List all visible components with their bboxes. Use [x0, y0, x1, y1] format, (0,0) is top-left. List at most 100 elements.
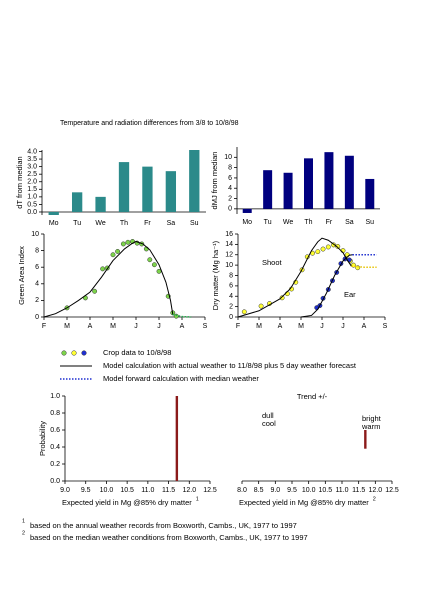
y-tick-label: 6 — [229, 283, 233, 290]
bar — [242, 208, 252, 213]
y-tick-label: 3.5 — [27, 156, 37, 163]
y-tick-label: 1.0 — [50, 393, 60, 400]
legend-symbol — [71, 350, 77, 356]
bar — [365, 178, 375, 209]
y-tick-label: 6 — [228, 175, 232, 182]
data-point — [173, 313, 179, 319]
x-tick-label: 8.5 — [254, 487, 264, 494]
bar — [324, 152, 334, 209]
y-tick-label: 8 — [35, 247, 39, 254]
y-axis-label: Dry matter (Mg ha⁻¹) — [211, 240, 220, 310]
x-tick-label: 10.0 — [100, 487, 114, 494]
x-tick-label: 11.0 — [141, 487, 154, 494]
y-axis-label: Probability — [38, 421, 47, 456]
bar — [165, 171, 177, 212]
y-tick-label: 10 — [31, 231, 39, 238]
y-tick-label: 8 — [229, 272, 233, 279]
x-tick-label: A — [278, 323, 283, 330]
median-line — [172, 313, 192, 318]
y-tick-label: 2.0 — [27, 179, 37, 186]
bar — [263, 170, 273, 209]
bar — [189, 150, 200, 212]
data-point — [151, 262, 157, 268]
y-tick-label: 6 — [35, 264, 39, 271]
x-tick-label: M — [298, 323, 304, 330]
x-tick-label: F — [236, 323, 240, 330]
data-point — [100, 266, 106, 272]
y-tick-label: 0 — [228, 206, 232, 213]
y-tick-label: 0.6 — [50, 427, 60, 434]
x-tick-label: Mo — [49, 220, 59, 227]
y-tick-label: 1.0 — [27, 194, 37, 201]
data-point — [147, 257, 153, 263]
x-tick-label: Sa — [167, 220, 176, 227]
y-tick-label: 4 — [35, 281, 39, 288]
x-tick-label: 12.0 — [369, 487, 383, 494]
x-tick-label: M — [110, 323, 116, 330]
data-point — [125, 239, 131, 245]
annotation: Shoot — [262, 258, 283, 267]
data-point — [115, 248, 121, 254]
y-tick-label: 10 — [225, 262, 233, 269]
x-axis-label-note: 1 — [196, 496, 199, 502]
footnote-mark: 1 — [22, 518, 25, 524]
x-tick-label: F — [42, 323, 46, 330]
y-tick-label: 2.5 — [27, 171, 37, 178]
x-tick-label: 11.5 — [162, 487, 175, 494]
annotation: warm — [361, 422, 380, 431]
x-tick-label: Mo — [242, 219, 252, 226]
y-tick-label: 16 — [225, 231, 233, 238]
x-tick-label: 9.5 — [287, 487, 297, 494]
x-tick-label: 11.0 — [335, 487, 348, 494]
y-tick-label: 4 — [229, 293, 233, 300]
y-tick-label: 2 — [229, 303, 233, 310]
bar — [283, 172, 293, 209]
x-tick-label: S — [383, 323, 388, 330]
legend: Crop data to 10/8/98 Model calculation w… — [60, 348, 357, 383]
x-tick-label: M — [256, 323, 262, 330]
legend-symbol — [61, 350, 67, 356]
median-line — [351, 265, 377, 268]
x-tick-label: Tu — [264, 219, 272, 226]
legend-label: Crop data to 10/8/98 — [103, 348, 171, 357]
y-axis-label: Green Area Index — [17, 246, 26, 305]
annotation: dull — [262, 411, 274, 420]
footnote: based on the annual weather records from… — [30, 521, 297, 530]
y-tick-label: 0.2 — [50, 461, 60, 468]
data-point — [92, 288, 98, 294]
y-tick-label: 0 — [35, 314, 39, 321]
x-tick-label: Fr — [144, 220, 151, 227]
annotation: bright — [362, 414, 382, 423]
x-tick-label: A — [362, 323, 367, 330]
annotation: cool — [262, 419, 276, 428]
legend-label: Model calculation with actual weather to… — [103, 361, 357, 370]
legend-label: Model forward calculation with median we… — [103, 374, 259, 383]
x-tick-label: 10.5 — [120, 487, 134, 494]
x-tick-label: J — [157, 323, 161, 330]
x-tick-label: We — [283, 219, 293, 226]
y-tick-label: 0 — [229, 314, 233, 321]
bar — [48, 211, 59, 215]
x-tick-label: A — [180, 323, 185, 330]
y-tick-label: 0.0 — [50, 478, 60, 485]
y-tick-label: 4 — [228, 185, 232, 192]
x-tick-label: 12.5 — [203, 487, 217, 494]
y-tick-label: 14 — [225, 241, 233, 248]
x-tick-label: 11.5 — [352, 487, 365, 494]
data-point — [120, 241, 126, 247]
data-point — [320, 246, 326, 252]
data-point — [258, 303, 264, 309]
data-point — [315, 249, 321, 255]
x-tick-label: 9.5 — [81, 487, 91, 494]
data-point — [110, 252, 116, 258]
x-tick-label: 10.5 — [319, 487, 333, 494]
bar — [175, 396, 179, 481]
y-tick-label: 0.0 — [27, 209, 37, 216]
y-tick-label: 8 — [228, 164, 232, 171]
x-axis-label: Expected yield in Mg @85% dry matter — [62, 498, 192, 507]
x-tick-label: 10.0 — [302, 487, 316, 494]
y-tick-label: 2 — [228, 195, 232, 202]
x-tick-label: 12.5 — [385, 487, 399, 494]
y-tick-label: 2 — [35, 297, 39, 304]
